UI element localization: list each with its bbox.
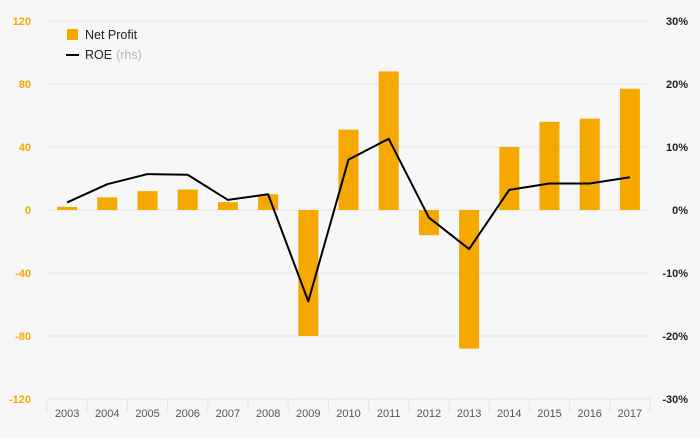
net-profit-bars — [57, 71, 640, 348]
legend-label-roe: ROE (rhs) — [85, 48, 142, 62]
bar-net-profit-2005 — [138, 191, 158, 210]
x-axis: 2003 2004 2005 2006 2007 2008 2009 2010 2011 2012… — [55, 408, 642, 420]
bar-net-profit-2006 — [178, 190, 198, 210]
right-axis-tick-label: -30% — [662, 394, 688, 406]
right-axis-tick-label: -20% — [662, 331, 688, 343]
right-axis-tick-label: 20% — [666, 79, 688, 91]
bar-net-profit-2007 — [218, 202, 238, 210]
right-axis: 30% 20% 10% 0% -10% -20% -30% — [662, 16, 688, 406]
bar-net-profit-2004 — [97, 197, 117, 210]
x-axis-tick-label: 2003 — [55, 408, 79, 420]
bar-net-profit-2010 — [339, 130, 359, 210]
x-axis-tick-label: 2004 — [95, 408, 119, 420]
bar-net-profit-2009 — [298, 210, 318, 336]
legend-label-roe-name: ROE — [85, 48, 112, 62]
legend-swatch-net-profit — [67, 29, 78, 40]
legend-label-roe-note: (rhs) — [116, 48, 142, 62]
right-axis-tick-label: 0% — [672, 205, 688, 217]
right-axis-tick-label: 10% — [666, 142, 688, 154]
legend-label-net-profit: Net Profit — [85, 28, 138, 42]
left-axis: 120 80 40 0 -40 -80 -120 — [9, 16, 31, 406]
x-axis-tick-label: 2005 — [135, 408, 159, 420]
bar-net-profit-2015 — [540, 122, 560, 210]
left-axis-tick-label: -80 — [15, 331, 31, 343]
x-axis-tick-label: 2012 — [417, 408, 441, 420]
bar-net-profit-2016 — [580, 119, 600, 210]
left-axis-tick-label: 0 — [25, 205, 31, 217]
right-axis-tick-label: 30% — [666, 16, 688, 28]
bar-net-profit-2017 — [620, 89, 640, 210]
bar-net-profit-2003 — [57, 207, 77, 210]
left-axis-tick-label: 40 — [19, 142, 31, 154]
legend: Net Profit ROE (rhs) — [66, 28, 142, 62]
x-axis-tick-label: 2007 — [216, 408, 240, 420]
x-axis-tick-label: 2010 — [336, 408, 360, 420]
left-axis-tick-label: -120 — [9, 394, 31, 406]
x-axis-tick-label: 2014 — [497, 408, 521, 420]
x-axis-tick-label: 2015 — [537, 408, 561, 420]
x-axis-tick-label: 2016 — [577, 408, 601, 420]
x-axis-tick-label: 2013 — [457, 408, 481, 420]
x-axis-tick-label: 2009 — [296, 408, 320, 420]
bar-net-profit-2013 — [459, 210, 479, 349]
left-axis-tick-label: 120 — [13, 16, 31, 28]
left-axis-tick-label: 80 — [19, 79, 31, 91]
left-axis-tick-label: -40 — [15, 268, 31, 280]
right-axis-tick-label: -10% — [662, 268, 688, 280]
x-axis-tick-label: 2011 — [377, 408, 401, 420]
x-axis-tick-label: 2017 — [618, 408, 642, 420]
x-axis-tick-label: 2006 — [175, 408, 199, 420]
x-axis-tick-label: 2008 — [256, 408, 280, 420]
